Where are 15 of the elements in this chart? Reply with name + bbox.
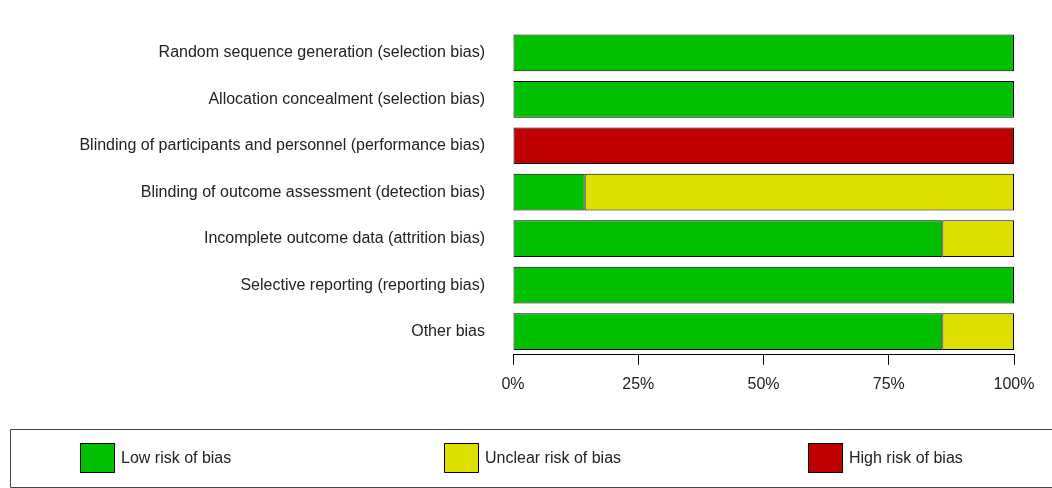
x-tick-label: 0% [501, 374, 525, 392]
y-tick-label: Selective reporting (reporting bias) [240, 275, 485, 293]
y-tick-label: Random sequence generation (selection bias) [158, 43, 485, 61]
y-tick-label: Other bias [411, 321, 485, 339]
x-tick-label: 100% [993, 374, 1035, 392]
legend-label: Unclear risk of bias [485, 449, 622, 467]
x-tick-label: 50% [747, 374, 780, 392]
legend-label: High risk of bias [849, 449, 963, 467]
y-tick-label: Blinding of outcome assessment (detection bias) [140, 182, 485, 200]
y-tick-label: Incomplete outcome data (attrition bias) [203, 229, 485, 247]
x-tick-label: 75% [872, 374, 905, 392]
y-tick-label: Allocation concealment (selection bias) [208, 89, 485, 107]
y-tick-label: Blinding of participants and personnel (performance bias) [79, 136, 485, 154]
x-tick-label: 25% [622, 374, 655, 392]
legend-label: Low risk of bias [121, 449, 232, 467]
